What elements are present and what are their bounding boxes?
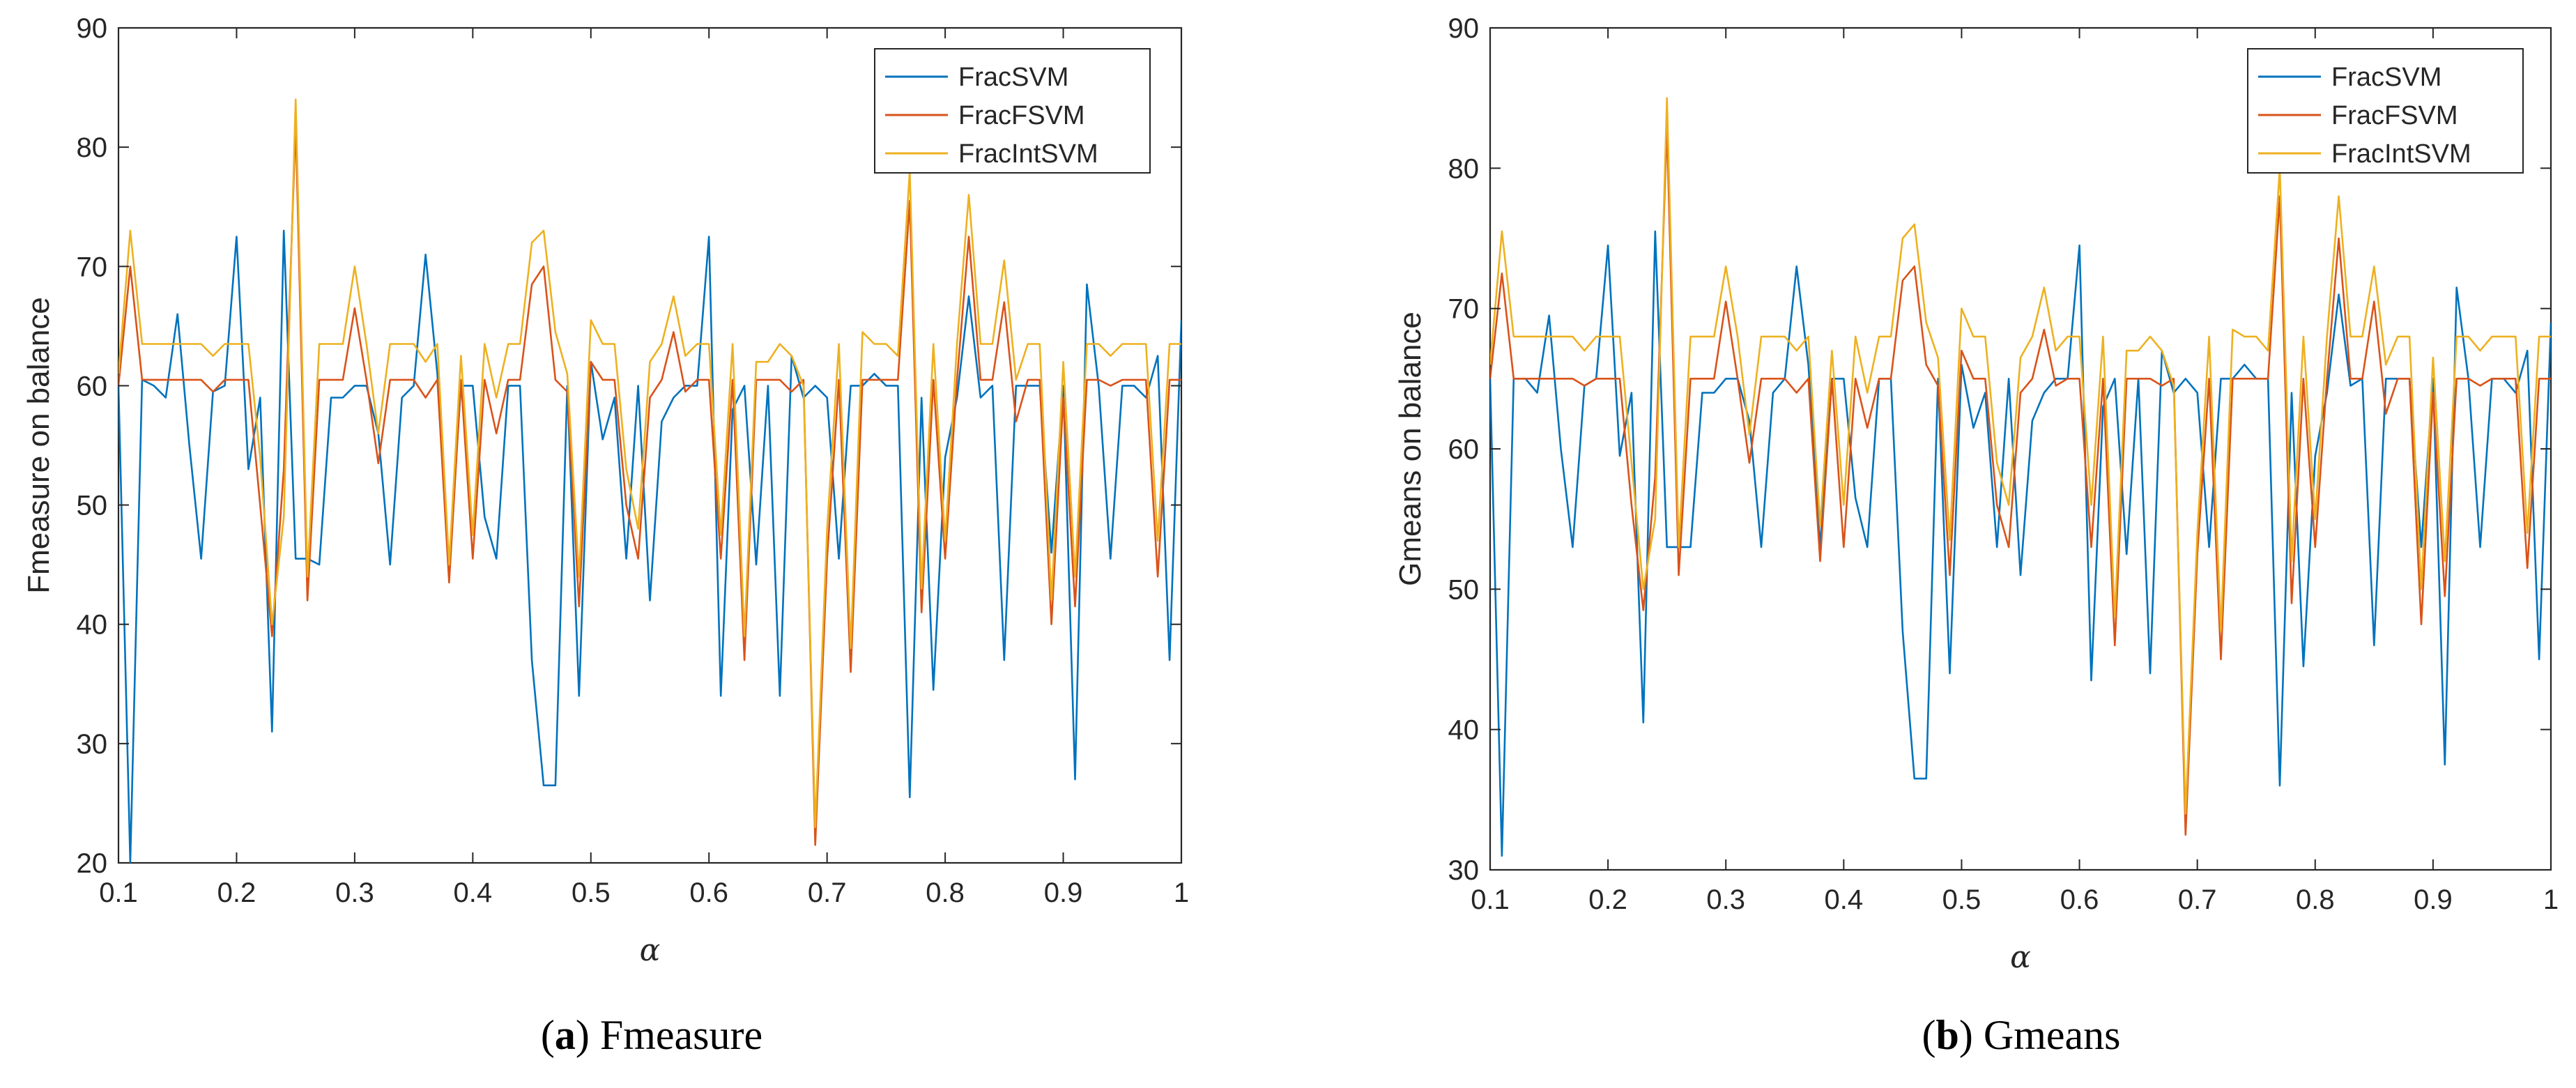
- series-line-FracIntSVM: [118, 98, 1181, 828]
- x-tick-label: 0.4: [1825, 884, 1864, 915]
- legend: FracSVM FracFSVM FracIntSVM: [874, 48, 1151, 174]
- legend-label: FracSVM: [958, 63, 1068, 92]
- legend-label: FracFSVM: [958, 101, 1085, 130]
- y-tick-label: 70: [77, 252, 108, 282]
- panel-caption: (a) Fmeasure: [541, 1012, 762, 1058]
- panel-caption: (b) Gmeans: [1922, 1012, 2121, 1058]
- y-axis-label: Gmeans on balance: [1393, 312, 1427, 586]
- x-tick-label: 0.6: [689, 878, 728, 908]
- y-tick-label: 40: [77, 610, 108, 641]
- y-tick-label: 90: [77, 13, 108, 44]
- y-tick-label: 30: [1448, 855, 1480, 886]
- caption-letter: a: [555, 1012, 576, 1058]
- y-tick-label: 60: [1448, 434, 1480, 465]
- panel-a: 0.1 0.2 0.3 0.4 0.5 0.6 0.7 0.8 0.9 1 20 30 40 50 60 70…: [22, 13, 1189, 1058]
- panel-b: 0.1 0.2 0.3 0.4 0.5 0.6 0.7 0.8 0.9 1 30 40 50 60 70 80…: [1393, 13, 2559, 1058]
- y-tick-label: 70: [1448, 294, 1480, 325]
- x-tick-label: 0.7: [808, 878, 847, 908]
- legend-label: FracSVM: [2331, 63, 2441, 92]
- caption-text: Gmeans: [1984, 1012, 2121, 1058]
- series-line-FracSVM: [118, 229, 1181, 863]
- y-tick-label: 80: [1448, 153, 1480, 184]
- legend-label: FracIntSVM: [2331, 139, 2471, 169]
- x-tick-label: 0.2: [217, 878, 256, 908]
- y-tick-label: 60: [77, 371, 108, 401]
- x-tick-label: 0.1: [99, 878, 138, 908]
- x-tick-label: 0.2: [1588, 884, 1627, 915]
- y-tick-label: 50: [1448, 574, 1480, 605]
- caption-text: Fmeasure: [600, 1012, 762, 1058]
- x-tick-label: 0.3: [1706, 884, 1745, 915]
- x-axis-label: α: [640, 933, 661, 968]
- x-tick-label: 0.5: [572, 878, 611, 908]
- caption-paren-open: (: [541, 1012, 555, 1058]
- legend-label: FracFSVM: [2331, 101, 2458, 130]
- x-tick-label: 0.7: [2178, 884, 2217, 915]
- x-tick-label: 1: [2543, 884, 2559, 915]
- series-group: [118, 98, 1181, 863]
- x-tick-label: 1: [1174, 878, 1189, 908]
- y-tick-label: 90: [1448, 13, 1480, 44]
- x-tick-label: 0.5: [1942, 884, 1981, 915]
- y-axis-label: Fmeasure on balance: [22, 297, 56, 594]
- caption-paren-close: ): [576, 1012, 600, 1058]
- legend-box: [874, 48, 1151, 174]
- y-tick-label: 40: [1448, 715, 1480, 746]
- x-tick-label: 0.8: [926, 878, 965, 908]
- y-tick-label: 80: [77, 132, 108, 163]
- legend-label: FracIntSVM: [958, 139, 1098, 169]
- x-tick-label: 0.6: [2060, 884, 2099, 915]
- series-group: [1490, 97, 2551, 857]
- x-tick-label: 0.8: [2296, 884, 2335, 915]
- legend: FracSVM FracFSVM FracIntSVM: [2247, 48, 2524, 174]
- series-line-FracSVM: [1490, 230, 2551, 857]
- caption-letter: b: [1936, 1012, 1959, 1058]
- legend-box: [2247, 48, 2524, 174]
- x-tick-label: 0.3: [335, 878, 374, 908]
- x-tick-label: 0.1: [1471, 884, 1510, 915]
- series-line-FracIntSVM: [1490, 97, 2551, 815]
- y-tick-label: 20: [77, 848, 108, 879]
- y-tick-label: 30: [77, 729, 108, 760]
- x-axis-label: α: [2010, 940, 2031, 975]
- x-tick-label: 0.9: [2414, 884, 2453, 915]
- caption-paren-open: (: [1922, 1012, 1936, 1058]
- x-tick-label: 0.4: [454, 878, 493, 908]
- caption-paren-close: ): [1959, 1012, 1984, 1058]
- y-tick-label: 50: [77, 491, 108, 521]
- x-tick-label: 0.9: [1044, 878, 1083, 908]
